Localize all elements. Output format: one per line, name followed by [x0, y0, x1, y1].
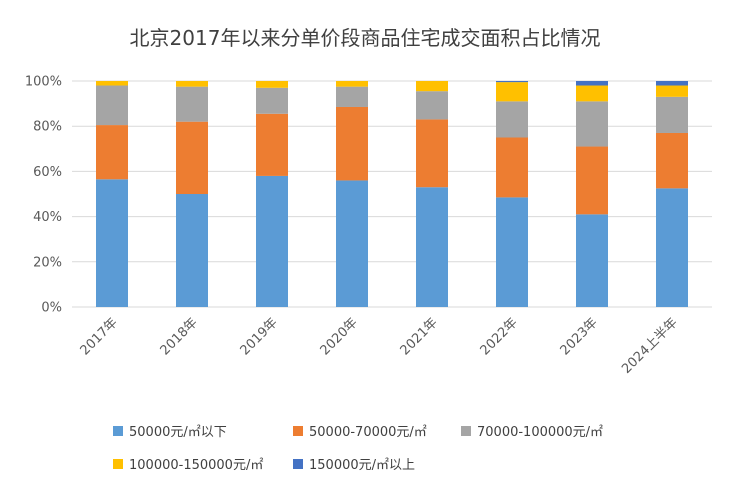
- bar-segment: [256, 81, 288, 88]
- bar-segment: [176, 81, 208, 87]
- legend-label: 70000-100000元/㎡: [477, 425, 604, 440]
- bar-segment: [576, 214, 608, 307]
- legend-item-4: 100000-150000元/㎡: [113, 454, 263, 473]
- bar-segment: [336, 86, 368, 107]
- legend-swatch: [113, 425, 123, 436]
- legend-item-2: 50000-70000元/㎡: [293, 421, 427, 440]
- bar-segment: [496, 82, 528, 102]
- bar-segment: [96, 125, 128, 180]
- legend-swatch: [461, 425, 471, 436]
- x-tick-label: 2019年: [238, 315, 281, 358]
- y-tick-label: 80%: [33, 120, 62, 135]
- legend-swatch: [293, 458, 303, 469]
- bar-segment: [416, 91, 448, 120]
- bar-segment: [96, 81, 128, 86]
- bar-segment: [656, 85, 688, 97]
- x-tick-label: 2017年: [78, 315, 121, 358]
- bar-segment: [96, 85, 128, 126]
- x-tick-label: 2021年: [398, 315, 441, 358]
- y-tick-label: 60%: [33, 165, 62, 180]
- legend-label: 150000元/㎡以上: [309, 458, 416, 473]
- legend-label: 100000-150000元/㎡: [129, 458, 264, 473]
- y-tick-label: 100%: [25, 75, 62, 90]
- x-tick-label: 2020年: [318, 315, 361, 358]
- legend-item-1: 50000元/㎡以下: [113, 421, 227, 440]
- y-tick-label: 20%: [33, 255, 62, 270]
- bar-segment: [336, 180, 368, 307]
- legend-label: 50000-70000元/㎡: [309, 425, 427, 440]
- bar-segment: [656, 132, 688, 189]
- bar-segment: [336, 81, 368, 87]
- legend-label: 50000元/㎡以下: [129, 425, 227, 440]
- bar-segment: [656, 81, 688, 86]
- bar-segment: [176, 86, 208, 122]
- y-tick-label: 40%: [33, 210, 62, 225]
- bar-segment: [256, 175, 288, 307]
- legend-swatch: [293, 425, 303, 436]
- bar-segment: [416, 119, 448, 188]
- x-tick-label: 2024上半年: [619, 315, 681, 377]
- bar-segment: [256, 87, 288, 114]
- bar-segment: [576, 146, 608, 215]
- bar-segment: [336, 106, 368, 181]
- bar-segment: [496, 137, 528, 198]
- x-tick-label: 2022年: [478, 315, 521, 358]
- y-tick-label: 0%: [41, 301, 62, 316]
- bar-segment: [656, 96, 688, 133]
- bar-segment: [496, 101, 528, 138]
- x-tick-label: 2023年: [558, 315, 601, 358]
- bar-segment: [656, 188, 688, 307]
- bar-segment: [176, 194, 208, 307]
- bar-segment: [576, 85, 608, 102]
- x-tick-label: 2018年: [158, 315, 201, 358]
- bar-segment: [576, 81, 608, 86]
- bar-segment: [96, 179, 128, 307]
- bar-segment: [416, 81, 448, 92]
- bar-segment: [416, 187, 448, 307]
- bar-segment: [496, 81, 528, 83]
- legend-item-5: 150000元/㎡以上: [293, 454, 415, 473]
- bar-segment: [496, 197, 528, 307]
- legend-swatch: [113, 458, 123, 469]
- chart-title: 北京2017年以来分单价段商品住宅成交面积占比情况: [129, 26, 601, 50]
- bar-segment: [256, 113, 288, 176]
- bar-segment: [576, 101, 608, 147]
- bar-segment: [176, 121, 208, 194]
- legend-item-3: 70000-100000元/㎡: [461, 421, 603, 440]
